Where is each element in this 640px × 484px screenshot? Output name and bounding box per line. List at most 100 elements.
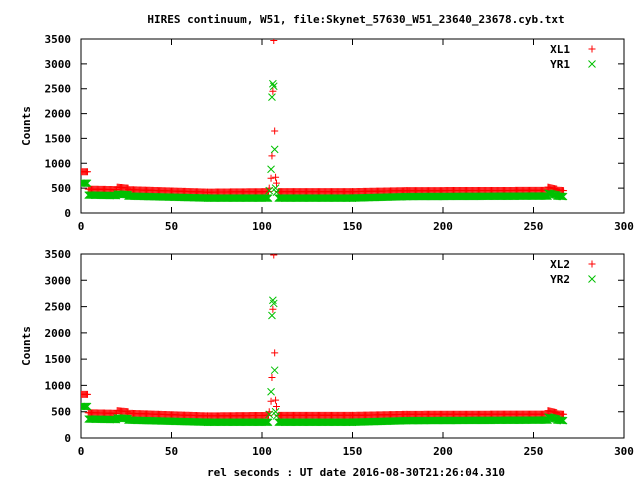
x-tick-label: 250 xyxy=(524,220,544,233)
yr1-point xyxy=(263,194,272,202)
legend-marker-XL1 xyxy=(588,45,596,53)
yr2-spike-point xyxy=(265,410,274,419)
series-XL1 xyxy=(81,39,568,196)
yr1-spike-point xyxy=(267,165,275,174)
xl2-spike-point xyxy=(271,349,279,357)
legend-label-YR1: YR1 xyxy=(550,58,570,71)
yr2-spike-point xyxy=(270,366,279,375)
x-tick-label: 0 xyxy=(78,220,85,233)
x-tick-label: 200 xyxy=(433,220,453,233)
yr2-spike-point xyxy=(268,311,276,320)
x-axis-label: rel seconds : UT date 2016-08-30T21:26:0… xyxy=(207,466,505,479)
yr2-point xyxy=(81,402,90,411)
xl2-spike-point xyxy=(270,254,278,259)
yr1-spike-point xyxy=(265,186,274,195)
yr1-point xyxy=(81,179,89,188)
yr2-point xyxy=(263,418,272,427)
y-tick-label: 3500 xyxy=(45,248,72,261)
x-tick-label: 250 xyxy=(524,445,544,458)
yr1-point xyxy=(81,179,90,188)
yr1-spike-point xyxy=(272,188,281,196)
x-tick-label: 50 xyxy=(165,220,178,233)
yr2-point xyxy=(559,416,568,425)
yr2-point xyxy=(83,402,92,411)
yr1-spike-point xyxy=(269,82,278,91)
xl2-spike-point xyxy=(272,396,280,404)
x-tick-label: 100 xyxy=(252,220,272,233)
yr1-point xyxy=(82,179,91,188)
legend-label-XL2: XL2 xyxy=(550,258,570,271)
yr2-point xyxy=(261,418,270,427)
xl2-spike-point xyxy=(268,374,276,382)
yr2-point xyxy=(558,416,567,425)
yr1-point xyxy=(264,194,273,202)
x-tick-label: 0 xyxy=(78,445,85,458)
yr1-point xyxy=(261,194,270,202)
y-tick-label: 2500 xyxy=(45,301,72,314)
legend-label-YR2: YR2 xyxy=(550,273,570,286)
x-tick-label: 150 xyxy=(343,445,363,458)
y-tick-label: 0 xyxy=(64,432,71,445)
yr1-point xyxy=(558,192,567,201)
plot-panel-2: 0 50 100 150 200 250 3000500100015002000250030… xyxy=(20,248,634,458)
xl1-spike-point xyxy=(268,152,276,160)
xl2-spike-point xyxy=(272,402,280,410)
yr2-point xyxy=(262,418,271,427)
yr2-point xyxy=(264,418,273,427)
yr2-point xyxy=(556,416,565,425)
x-tick-label: 50 xyxy=(165,445,178,458)
xl1-spike-point xyxy=(272,179,280,187)
series-XL2 xyxy=(81,254,568,420)
xl2-spike-point xyxy=(267,397,275,405)
legend-label-XL1: XL1 xyxy=(550,43,570,56)
y-tick-label: 1500 xyxy=(45,353,72,366)
y-tick-label: 1500 xyxy=(45,132,72,145)
y-axis-label: Counts xyxy=(20,106,33,146)
xl1-spike-point xyxy=(267,174,275,182)
yr1-point xyxy=(109,191,118,200)
yr2-point xyxy=(82,402,91,411)
yr2-spike-point xyxy=(272,412,281,420)
chart-title: HIRES continuum, W51, file:Skynet_57630_… xyxy=(147,13,564,26)
yr2-spike-point xyxy=(269,299,278,308)
xl1-point xyxy=(84,168,92,176)
legend-marker-YR1 xyxy=(588,60,596,68)
xl1-spike-point xyxy=(271,127,279,135)
legend-marker-YR2 xyxy=(588,275,596,283)
y-tick-label: 1000 xyxy=(45,379,72,392)
x-tick-label: 300 xyxy=(614,220,634,233)
legend-marker-XL2 xyxy=(588,260,596,268)
y-tick-label: 2000 xyxy=(45,108,72,121)
x-tick-label: 150 xyxy=(343,220,363,233)
xl1-spike-point xyxy=(270,39,278,44)
yr1-point xyxy=(83,179,92,188)
yr1-spike-point xyxy=(270,145,279,154)
yr1-spike-point xyxy=(268,93,276,102)
y-tick-label: 0 xyxy=(64,207,71,220)
y-tick-label: 3500 xyxy=(45,33,72,46)
xl2-point xyxy=(84,390,92,398)
yr1-point xyxy=(559,192,568,201)
y-tick-label: 3000 xyxy=(45,58,72,71)
yr2-point xyxy=(109,415,118,424)
series-YR2 xyxy=(81,296,568,427)
plot-panel-1: 0 50 100 150 200 250 3000500100015002000250030… xyxy=(20,33,634,233)
y-tick-label: 2500 xyxy=(45,83,72,96)
y-tick-label: 2000 xyxy=(45,327,72,340)
yr2-point xyxy=(557,416,566,425)
yr1-point xyxy=(556,192,565,201)
y-tick-label: 500 xyxy=(51,406,71,419)
y-tick-label: 1000 xyxy=(45,157,72,170)
yr1-point xyxy=(262,194,271,202)
y-tick-label: 3000 xyxy=(45,274,72,287)
yr1-spike-point xyxy=(269,79,277,88)
yr2-point xyxy=(81,402,89,411)
x-tick-label: 200 xyxy=(433,445,453,458)
y-tick-label: 500 xyxy=(51,182,71,195)
xl1-spike-point xyxy=(272,173,280,181)
chart-panels: 0 50 100 150 200 250 3000500100015002000250030… xyxy=(20,33,634,458)
y-axis-label: Counts xyxy=(20,326,33,366)
